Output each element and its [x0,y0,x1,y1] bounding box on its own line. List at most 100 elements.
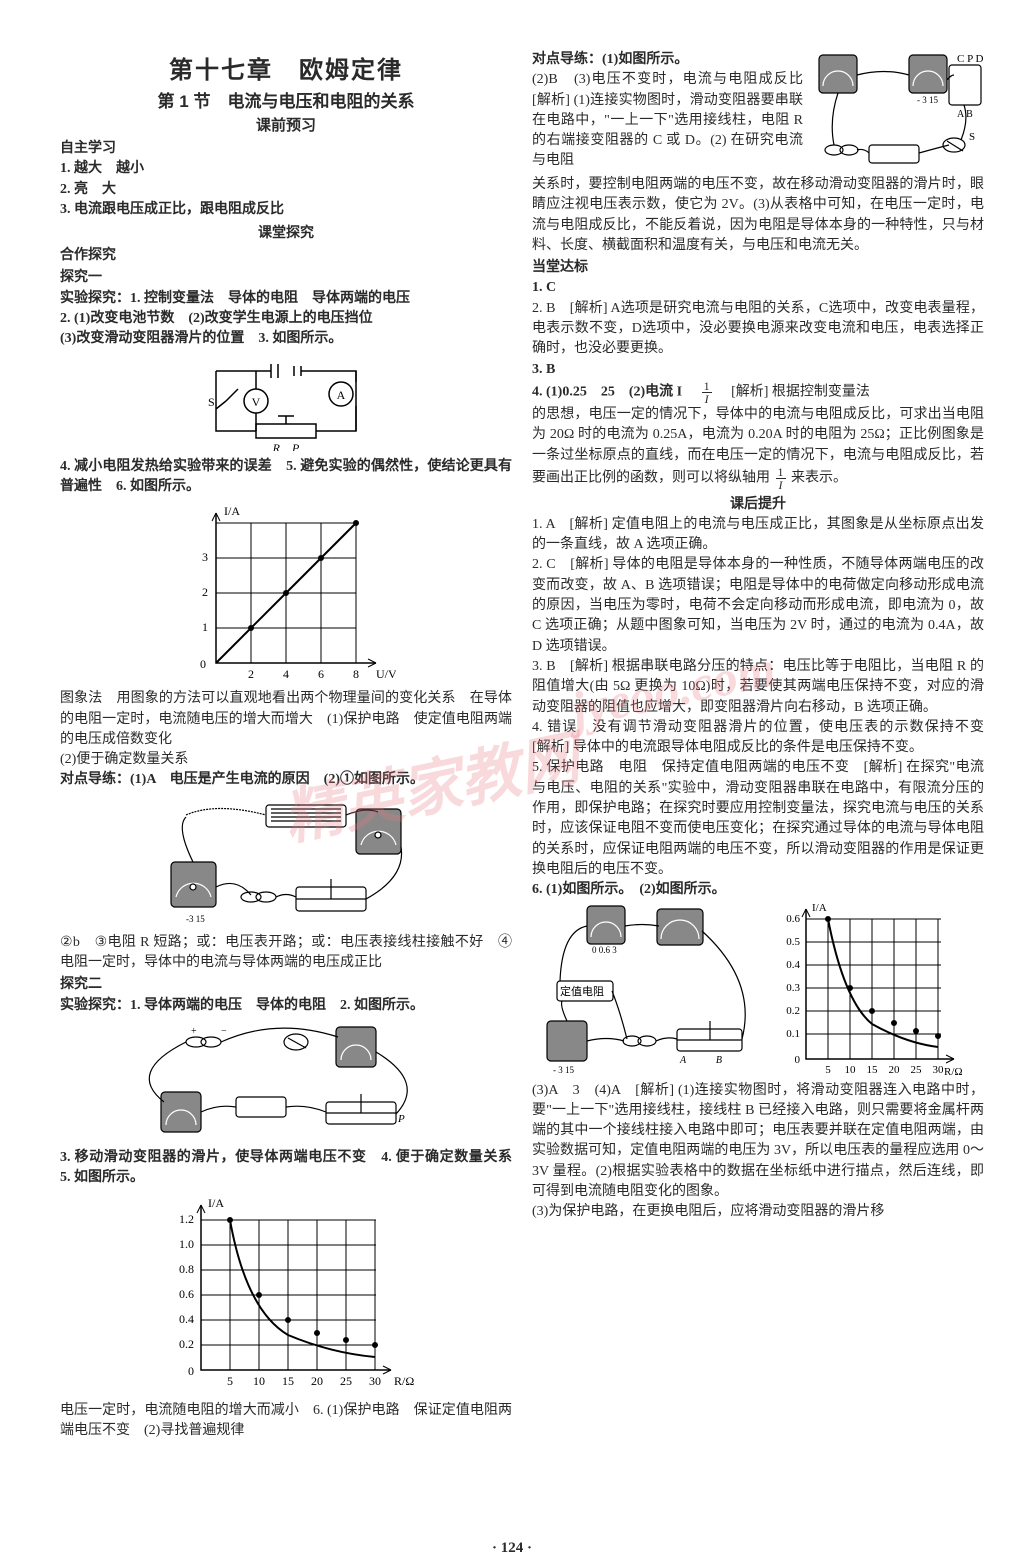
hezuo-heading: 合作探究 [60,246,116,262]
right-column: 对点导练：(1)如图所示。 (2)B (3)电压不变时，电流与电阻成反比 [解析… [532,50,984,1547]
physical-circuit-1: -3 15 [60,797,512,927]
svg-text:8: 8 [353,667,359,681]
k7: (3)A 3 (4)A [解析] (1)连接实物图时，将滑动变阻器连入电路中时，… [532,1081,984,1203]
svg-text:R/Ω: R/Ω [394,1374,414,1388]
svg-text:0.6: 0.6 [786,913,800,925]
svg-text:I/A: I/A [208,1196,224,1210]
svg-text:+: + [191,1026,197,1037]
svg-text:0: 0 [795,1054,801,1066]
svg-text:0.4: 0.4 [179,1312,194,1326]
svg-text:15: 15 [282,1374,294,1388]
svg-text:5: 5 [825,1064,831,1076]
exp1-line4: 4. 减小电阻发热给实验带来的误差 5. 避免实验的偶然性，使结论更具有普遍性 … [60,457,512,498]
k6: 6. (1)如图所示。 (2)如图所示。 [532,880,984,900]
k2: 2. C [解析] 导体的电阻是导体本身的一种性质，不随导体两端电压的改变而改变… [532,555,984,656]
chart-iu: I/A U/V 0 2 4 6 8 1 2 3 [60,503,512,683]
d3: 3. B [532,360,984,380]
svg-text:6: 6 [318,667,324,681]
svg-text:-3 15: -3 15 [186,914,205,924]
d4a: 4. (1)0.25 25 (2)电流 I [532,385,696,400]
svg-text:V: V [252,395,261,409]
d4b: [解析] 根据控制变量法 [717,385,870,400]
svg-text:0: 0 [200,657,206,671]
svg-text:A B: A B [679,1055,722,1066]
svg-text:S: S [969,131,975,143]
exp2-line2: 3. 移动滑动变阻器的滑片，使导体两端电压不变 4. 便于确定数量关系 5. 如… [60,1148,512,1189]
physical-circuit-2: + − P [60,1022,512,1142]
svg-text:0.3: 0.3 [786,982,800,994]
svg-text:0.4: 0.4 [786,959,800,971]
frac-1-over-I-2: 1I [776,466,786,491]
exp1-line6: 对点导练：(1)A 电压是产生电流的原因 (2)①如图所示。 [60,770,512,790]
svg-text:0 0.6 3: 0 0.6 3 [592,945,617,955]
svg-text:0.8: 0.8 [179,1262,194,1276]
line-3: 3. 电流跟电压成正比，跟电阻成反比 [60,200,512,220]
svg-text:A: A [337,388,346,402]
svg-text:25: 25 [340,1374,352,1388]
exp1-line5a: 图象法 用图象的方法可以直观地看出两个物理量间的变化关系 在导体的电阻一定时，电… [60,689,512,750]
chart-ir-right: I/A R/Ω 0 5 10 15 20 25 30 0.1 0.2 0.3 0… [766,901,966,1081]
svg-text:R/Ω: R/Ω [944,1066,963,1078]
k8: (3)为保护电路，在更换电阻后，应将滑动变阻器的滑片移 [532,1202,984,1222]
svg-text:定值电阻: 定值电阻 [560,984,604,998]
svg-text:P: P [397,1113,405,1125]
left-column: 第十七章 欧姆定律 第 1 节 电流与电压和电阻的关系 课前预习 自主学习 1.… [60,50,512,1547]
exp1-line5b: (2)便于确定数量关系 [60,750,512,770]
chapter-title: 第十七章 欧姆定律 [60,50,512,85]
two-column-layout: 第十七章 欧姆定律 第 1 节 电流与电压和电阻的关系 课前预习 自主学习 1.… [60,50,984,1547]
kehou-heading: 课后提升 [532,493,984,513]
svg-text:10: 10 [253,1374,265,1388]
line-2: 2. 亮 大 [60,180,512,200]
svg-text:4: 4 [283,667,289,681]
k5: 5. 保护电路 电阻 保持定值电阻两端的电压不变 [解析] 在探究"电流与电压、… [532,758,984,880]
svg-text:5: 5 [227,1374,233,1388]
svg-text:0.5: 0.5 [786,936,800,948]
svg-text:- 3 15: - 3 15 [553,1065,574,1075]
svg-text:0: 0 [188,1364,194,1378]
page-number: · 124 · [492,1540,532,1557]
k3: 3. B [解析] 根据串联电路分压的特点：电压比等于电阻比，当电阻 R 的阻值… [532,657,984,718]
d4: 4. (1)0.25 25 (2)电流 I 1I [解析] 根据控制变量法 [532,380,984,405]
d1: 1. C [532,278,984,298]
chart-ir-left: I/A R/Ω 0 5 10 15 20 25 30 0.2 0.4 0.6 0… [60,1195,512,1395]
dangtang-heading: 当堂达标 [532,258,588,274]
k1: 1. A [解析] 定值电阻上的电流与电压成正比，其图象是从坐标原点出发的一条直… [532,515,984,556]
zizhu-heading: 自主学习 [60,139,116,155]
frac-1-over-I: 1I [702,380,712,405]
svg-text:20: 20 [889,1064,901,1076]
r2: (2)B (3)电压不变时，电流与电阻成反比 [解析] (1)连接实物图时，滑动… [532,70,803,171]
svg-text:I/A: I/A [812,902,827,914]
exp1-line2: 2. (1)改变电池节数 (2)改变学生电源上的电压挡位 [60,309,512,329]
svg-text:2: 2 [248,667,254,681]
svg-text:C P D: C P D [957,53,984,65]
svg-text:0.2: 0.2 [786,1005,800,1017]
line-1: 1. 越大 越小 [60,159,512,179]
svg-text:−: − [221,1026,227,1037]
svg-text:30: 30 [933,1064,945,1076]
d2: 2. B [解析] A选项是研究电流与电阻的关系，C选项中，改变电表量程，电表示… [532,299,984,360]
svg-text:0.2: 0.2 [179,1337,194,1351]
svg-text:15: 15 [867,1064,879,1076]
svg-text:0.6: 0.6 [179,1287,194,1301]
svg-text:3: 3 [202,550,208,564]
svg-text:1.0: 1.0 [179,1237,194,1251]
exp1-line1: 实验探究：1. 控制变量法 导体的电阻 导体两端的电压 [60,289,512,309]
exp2-line1: 实验探究：1. 导体两端的电压 导体的电阻 2. 如图所示。 [60,996,512,1016]
svg-text:I/A: I/A [224,504,240,518]
physical-circuit-right-top: - 3 15 C P D A B S [809,50,984,175]
exp1-line7: ②b ③电阻 R 短路；或：电压表开路；或：电压表接线柱接触不好 ④电阻一定时，… [60,933,512,974]
exp1-line3: (3)改变滑动变阻器滑片的位置 3. 如图所示。 [60,329,512,349]
svg-text:S: S [208,395,215,409]
svg-text:2: 2 [202,585,208,599]
section-title: 第 1 节 电流与电压和电阻的关系 [60,87,512,112]
tanjiu2-heading: 探究二 [60,975,102,991]
r3: 关系时，要控制电阻两端的电压不变，故在移动滑动变阻器的滑片时，眼睛应注视电压表示… [532,175,984,256]
svg-text:1: 1 [202,620,208,634]
svg-text:R P: R P [272,441,300,451]
svg-text:20: 20 [311,1374,323,1388]
svg-text:U/V: U/V [376,667,396,681]
svg-text:25: 25 [911,1064,923,1076]
svg-text:1.2: 1.2 [179,1212,194,1226]
svg-text:10: 10 [845,1064,857,1076]
ketang-heading: 课堂探究 [60,222,512,242]
